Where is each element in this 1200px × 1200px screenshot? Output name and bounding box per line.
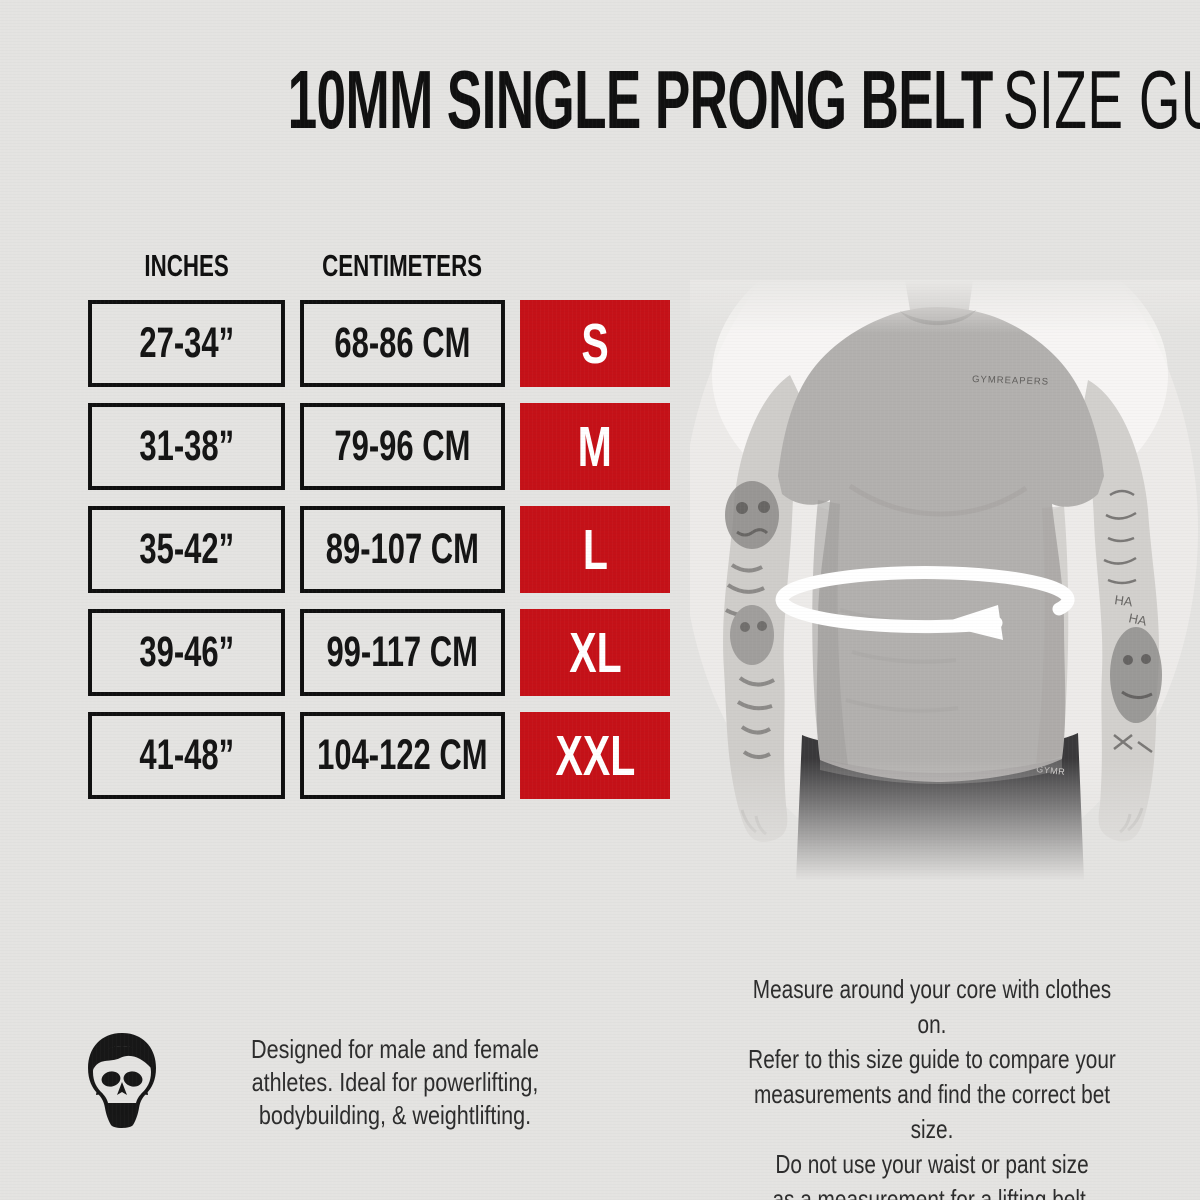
size-label: M <box>577 414 613 479</box>
cm-value: 99-117 CM <box>326 628 479 676</box>
note-line: Measure around your core with clothes on… <box>752 974 1112 1039</box>
athlete-torso-photo: HA HA GYMR <box>690 280 1200 970</box>
size-badge-xxl: XXL <box>520 712 670 799</box>
size-badge-xl: XL <box>520 609 670 696</box>
inches-header-label: INCHES <box>144 248 229 283</box>
note-line: as a measurement for a lifting belt. <box>772 1184 1092 1200</box>
size-label: S <box>581 311 609 376</box>
centimeters-header-label: CENTIMETERS <box>322 248 483 283</box>
size-badge-l: L <box>520 506 670 593</box>
inches-value: 41-48” <box>139 731 234 779</box>
svg-text:HA: HA <box>1127 610 1148 628</box>
note-line: Designed for male and female <box>251 1034 539 1064</box>
note-line: bodybuilding, & weightlifting. <box>258 1100 532 1130</box>
note-line: Refer to this size guide to compare your <box>748 1044 1116 1074</box>
cm-value: 104-122 CM <box>317 731 488 779</box>
inches-value: 35-42” <box>139 525 234 573</box>
inches-value: 27-34” <box>139 319 234 367</box>
table-cell-cm-xl: 99-117 CM <box>300 609 505 696</box>
title-product-name: 10MM SINGLE PRONG BELT <box>287 53 994 146</box>
brand-skull-logo-icon <box>84 1030 160 1132</box>
size-badge-s: S <box>520 300 670 387</box>
athlete-torso-illustration: HA HA GYMR <box>690 280 1198 880</box>
title-suffix: SIZE GUIDE <box>1002 53 1200 146</box>
cm-value: 79-96 CM <box>334 422 471 470</box>
audience-note: Designed for male and female athletes. I… <box>233 1033 557 1132</box>
inches-value: 31-38” <box>139 422 234 470</box>
size-label: XL <box>568 620 622 685</box>
note-line: Do not use your waist or pant size <box>775 1149 1089 1179</box>
size-label: XXL <box>555 723 635 788</box>
table-cell-cm-xxl: 104-122 CM <box>300 712 505 799</box>
size-badge-m: M <box>520 403 670 490</box>
table-cell-inches-xxl: 41-48” <box>88 712 285 799</box>
table-cell-inches-s: 27-34” <box>88 300 285 387</box>
table-cell-cm-m: 79-96 CM <box>300 403 505 490</box>
measurement-instructions: Measure around your core with clothes on… <box>740 972 1124 1200</box>
right-arm <box>1084 380 1159 842</box>
table-cell-inches-l: 35-42” <box>88 506 285 593</box>
right-arm-tattoos: HA HA <box>1103 489 1162 754</box>
column-header-centimeters: CENTIMETERS <box>300 248 505 284</box>
note-line: athletes. Ideal for powerlifting, <box>251 1067 539 1097</box>
left-arm-tattoos <box>725 481 779 759</box>
waist-measure-arrow-icon <box>775 566 1075 640</box>
size-label: L <box>582 517 608 582</box>
cm-value: 89-107 CM <box>325 525 480 573</box>
table-cell-inches-xl: 39-46” <box>88 609 285 696</box>
cm-value: 68-86 CM <box>334 319 471 367</box>
table-cell-cm-l: 89-107 CM <box>300 506 505 593</box>
shirt-logo-text: GYMREAPERS <box>972 374 1049 388</box>
note-line: measurements and find the correct bet si… <box>753 1079 1111 1144</box>
svg-text:HA: HA <box>1114 592 1134 609</box>
column-header-inches: INCHES <box>88 248 285 284</box>
inches-value: 39-46” <box>139 628 234 676</box>
table-cell-inches-m: 31-38” <box>88 403 285 490</box>
table-cell-cm-s: 68-86 CM <box>300 300 505 387</box>
t-shirt <box>778 307 1104 782</box>
